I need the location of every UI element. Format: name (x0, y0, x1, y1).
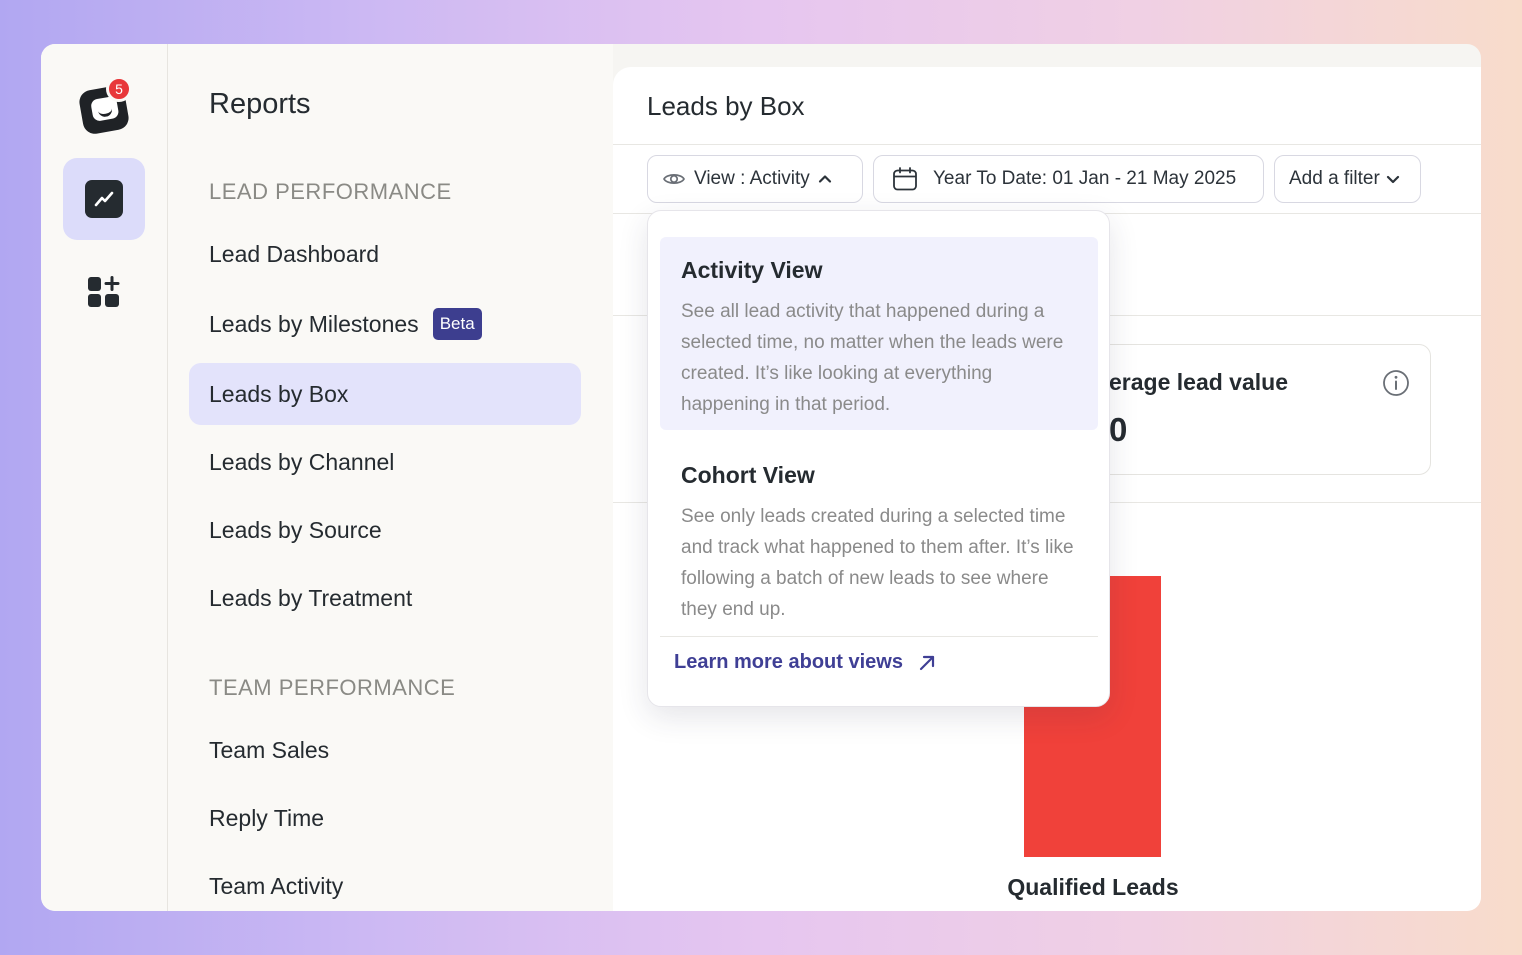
calendar-icon (893, 167, 917, 191)
sidebar-item-team-activity[interactable]: Team Activity (189, 855, 581, 911)
notification-badge: 5 (106, 76, 132, 102)
sidebar-item-label: Team Activity (209, 872, 344, 899)
divider (613, 144, 1481, 145)
chart-line-icon (85, 180, 123, 218)
app-logo-icon[interactable]: 5 (77, 76, 134, 136)
add-filter-button[interactable]: Add a filter (1274, 155, 1421, 203)
sidebar-item-label: Reply Time (209, 804, 325, 831)
sidebar-item-label: Team Sales (209, 736, 330, 763)
chart-bar-label: Qualified Leads (1007, 874, 1179, 900)
date-range-label: Year To Date: 01 Jan - 21 May 2025 (933, 168, 1237, 189)
reports-sidebar: Reports LEAD PERFORMANCE Lead Dashboard … (168, 44, 613, 911)
learn-more-link[interactable]: Learn more about views (674, 651, 937, 674)
learn-more-label: Learn more about views (674, 651, 903, 673)
section-label-team-performance: TEAM PERFORMANCE (209, 675, 456, 700)
add-widget-button[interactable] (63, 251, 145, 333)
view-option-title: Cohort View (681, 462, 815, 488)
view-option-title: Activity View (681, 257, 823, 283)
view-option-cohort[interactable]: Cohort View See only leads created durin… (660, 444, 1098, 634)
section-label-lead-performance: LEAD PERFORMANCE (209, 179, 452, 204)
sidebar-item-leads-by-source[interactable]: Leads by Source (189, 499, 581, 561)
view-option-description: See all lead activity that happened duri… (681, 301, 1064, 415)
info-icon[interactable] (1382, 369, 1410, 397)
metric-value: 0 (1109, 411, 1128, 448)
divider (660, 636, 1098, 637)
arrow-up-right-icon (919, 655, 935, 670)
sidebar-item-leads-by-treatment[interactable]: Leads by Treatment (189, 567, 581, 629)
sidebar-item-label: Leads by Channel (209, 448, 395, 475)
reports-nav-button[interactable] (63, 158, 145, 240)
view-option-description: See only leads created during a selected… (681, 506, 1074, 620)
view-option-activity[interactable]: Activity View See all lead activity that… (660, 237, 1098, 430)
add-filter-label: Add a filter (1289, 168, 1380, 189)
sidebar-item-label: Leads by Box (209, 380, 349, 407)
sidebar-item-reply-time[interactable]: Reply Time (189, 787, 581, 849)
sidebar-item-leads-by-channel[interactable]: Leads by Channel (189, 431, 581, 493)
sidebar-item-label: Leads by Milestones (209, 310, 419, 337)
sidebar-item-label: Leads by Treatment (209, 584, 413, 611)
view-selector-label: View : Activity (694, 168, 810, 189)
sidebar-item-leads-by-box[interactable]: Leads by Box (189, 363, 581, 425)
metric-label: erage lead value (1109, 369, 1288, 395)
sidebar-item-label: Leads by Source (209, 516, 382, 543)
sidebar-item-label: Lead Dashboard (209, 240, 380, 267)
page-title: Leads by Box (647, 91, 805, 121)
sidebar-item-lead-dashboard[interactable]: Lead Dashboard (189, 223, 581, 285)
date-range-button[interactable]: Year To Date: 01 Jan - 21 May 2025 (873, 155, 1264, 203)
sidebar-item-leads-by-milestones[interactable]: Leads by Milestones Beta (189, 293, 581, 355)
beta-badge: Beta (432, 308, 482, 340)
sidebar-title: Reports (209, 88, 311, 120)
chevron-up-icon (818, 175, 831, 183)
chevron-down-icon (1386, 175, 1399, 184)
view-selector-button[interactable]: View : Activity (647, 155, 863, 203)
sidebar-item-team-sales[interactable]: Team Sales (189, 719, 581, 781)
view-dropdown-menu: Activity View See all lead activity that… (647, 210, 1110, 707)
icon-rail: 5 (41, 44, 168, 911)
eye-icon (663, 174, 685, 184)
add-widget-icon (88, 276, 120, 307)
